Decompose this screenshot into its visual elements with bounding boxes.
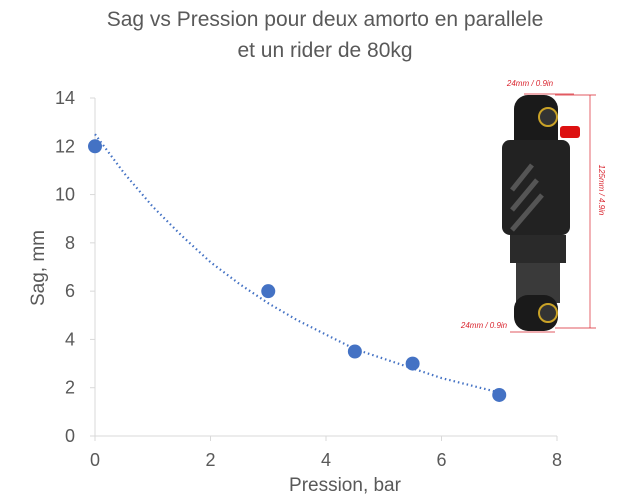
- annotation: 24mm / 0.9in: [460, 321, 508, 330]
- point: [347, 344, 362, 359]
- y-tick-label: 0: [65, 426, 75, 446]
- x-tick-label: 4: [321, 450, 331, 470]
- x-tick-label: 8: [552, 450, 562, 470]
- annotation: 125mm / 4.9in: [597, 165, 606, 216]
- x-tick-label: 0: [90, 450, 100, 470]
- annotation: 24mm / 0.9in: [506, 79, 554, 88]
- chart-title: Sag vs Pression pour deux amorto en para…: [107, 8, 544, 31]
- point: [88, 139, 102, 154]
- y-tick-label: 14: [55, 88, 75, 108]
- trendline: [94, 133, 500, 394]
- point: [261, 284, 276, 299]
- y-tick-label: 2: [65, 378, 75, 398]
- y-tick-label: 10: [55, 185, 75, 205]
- x-tick-label: 2: [205, 450, 215, 470]
- y-tick-label: 8: [65, 233, 75, 253]
- shock-image: [502, 93, 596, 333]
- y-axis-label: Sag, mm: [28, 230, 49, 306]
- x-tick-label: 6: [436, 450, 446, 470]
- x-axis-label: Pression, bar: [289, 475, 402, 496]
- point: [405, 356, 420, 371]
- y-tick-label: 12: [55, 136, 75, 156]
- chart-title: et un rider de 80kg: [237, 39, 412, 62]
- y-tick-label: 6: [65, 281, 75, 301]
- y-tick-label: 4: [65, 329, 75, 349]
- point: [492, 387, 507, 402]
